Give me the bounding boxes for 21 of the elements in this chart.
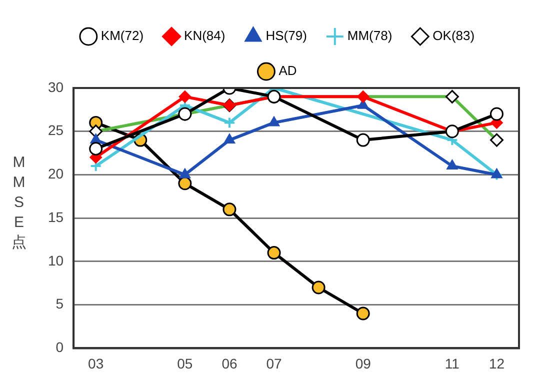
y-tick-label: 10 — [48, 252, 64, 268]
x-tick-label: 05 — [177, 355, 193, 372]
y-tick-label: 0 — [56, 339, 64, 356]
y-axis-title: MMSE点 — [10, 153, 28, 253]
legend-label: KM(72) — [100, 28, 144, 44]
y-tick-label: 20 — [48, 166, 64, 182]
x-tick-label: 12 — [488, 355, 505, 372]
legend-label: AD — [278, 63, 297, 78]
y-tick-label: 5 — [56, 296, 64, 312]
x-tick-label: 07 — [266, 355, 282, 372]
x-tick-label: 06 — [222, 355, 238, 372]
x-tick-label: 09 — [355, 355, 372, 372]
y-tick-label: 30 — [48, 78, 64, 95]
legend-label: KN(84) — [184, 28, 226, 44]
y-tick-label: 25 — [48, 122, 64, 138]
y-tick-label: 15 — [48, 208, 64, 225]
legend-label: MM(78) — [347, 28, 392, 44]
legend-label: HS(79) — [266, 28, 307, 44]
x-tick-label: 11 — [444, 355, 460, 372]
legend-label: OK(83) — [432, 28, 475, 44]
x-tick-label: 03 — [88, 355, 104, 372]
